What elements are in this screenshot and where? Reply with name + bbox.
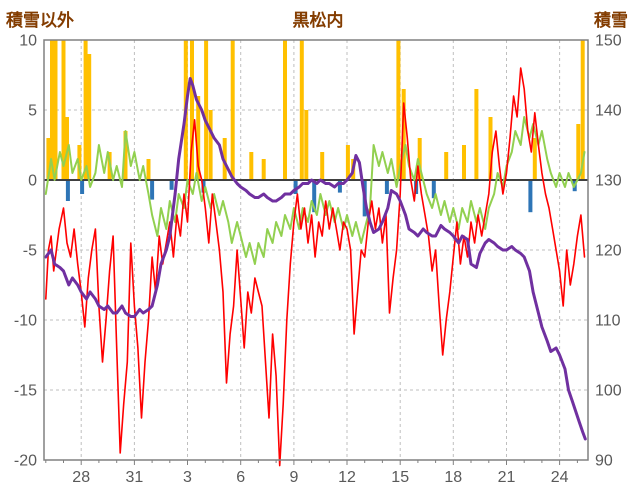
chart-title: 黒松内 [292,11,344,30]
right-tick-label: 110 [595,313,621,330]
plot-border [43,39,589,461]
right-tick-label: 140 [595,103,622,120]
x-tick-label: 21 [498,469,516,486]
x-tick-label: 24 [551,469,569,486]
x-tick-label: 12 [338,469,356,486]
left-tick-label: 0 [28,173,37,190]
x-tick-label: 28 [72,469,90,486]
right-tick-label: 120 [595,243,622,260]
snow-depth-line [44,77,587,441]
left-tick-label: 5 [28,103,37,120]
x-tick-label: 31 [126,469,144,486]
right-tick-label: 150 [595,33,622,50]
x-tick-label: 15 [391,469,409,486]
left-tick-label: -20 [14,453,37,470]
red-temp-line [44,67,586,467]
x-tick-label: 9 [289,469,298,486]
right-axis-title: 積雪 [594,11,628,30]
right-tick-label: 130 [595,173,622,190]
left-tick-label: -5 [23,243,37,260]
right-tick-label: 90 [595,453,613,470]
right-tick-label: 100 [595,383,622,400]
x-tick-label: 3 [183,469,192,486]
left-axis-title: 積雪以外 [6,11,74,30]
x-tick-label: 18 [444,469,462,486]
x-tick-label: 6 [236,469,245,486]
left-tick-label: 10 [19,33,37,50]
green-temp-line [44,116,586,265]
left-tick-label: -15 [14,383,37,400]
left-tick-label: -10 [14,313,37,330]
